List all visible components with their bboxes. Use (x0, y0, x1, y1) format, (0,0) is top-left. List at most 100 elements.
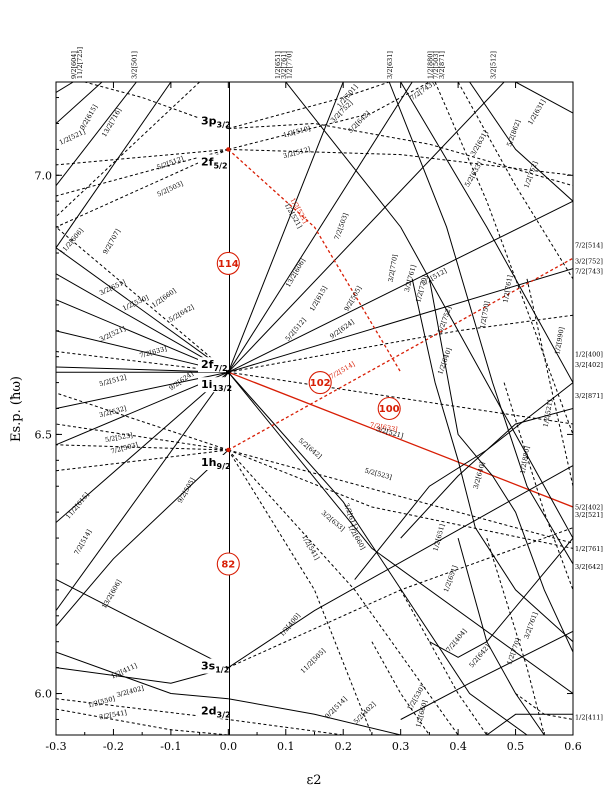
orbital-curve-10 (227, 82, 413, 373)
top-label-9: 3/2[871] (438, 51, 446, 79)
orbital-curve-1 (56, 273, 229, 373)
shell-gap-circle-3 (216, 552, 240, 576)
x-tick-label-9: 0.6 (564, 740, 582, 753)
orbital-curve-25 (56, 423, 229, 451)
orbital-curve-9 (228, 268, 573, 373)
level-label-sub-4: 9/2 (217, 462, 231, 471)
orbital-curve-64 (411, 278, 573, 643)
x-tick-label-8: 0.5 (507, 740, 525, 753)
level-label-sub-6: 3/2 (217, 711, 231, 720)
x-tick-label-2: -0.1 (160, 740, 181, 753)
x-tick-label-5: 0.2 (334, 740, 352, 753)
level-label-bg-5 (198, 658, 226, 674)
right-label-3: 1/2[400] (575, 351, 603, 359)
orbital-curve-14 (227, 371, 573, 694)
orbital-curve-71 (503, 382, 573, 591)
level-label-sub-1: 5/2 (213, 161, 227, 170)
x-tick-label-1: -0.2 (103, 740, 124, 753)
shell-gap-label-2: 100 (379, 404, 400, 415)
top-label-7: 1/2[880] (426, 51, 434, 79)
right-label-2: 7/2[743] (575, 268, 603, 276)
orbital-curve-48 (56, 651, 229, 700)
orbital-curve-46 (56, 579, 229, 669)
orbital-curve-60 (457, 82, 573, 280)
level-label-sub-5: 1/2 (215, 666, 229, 675)
level-dot-0 (226, 147, 231, 152)
orbital-curve-13 (228, 200, 573, 373)
right-label-9: 3/2[642] (575, 563, 603, 571)
top-label-3: 1/2[651] (274, 51, 282, 79)
orbital-curve-22 (227, 148, 402, 373)
orbital-curve-62 (400, 408, 573, 539)
top-label-4: 3/2[761] (280, 51, 288, 79)
x-tick-label-3: 0.0 (220, 740, 238, 753)
orbital-curve-8 (56, 371, 229, 611)
orbital-curve-44 (56, 82, 172, 249)
top-label-2: 3/2[501] (130, 51, 138, 79)
orbital-curve-47 (228, 465, 573, 669)
right-label-0: 7/2[514] (575, 242, 603, 250)
orbital-curve-56 (400, 82, 573, 383)
right-label-6: 5/2[402] (575, 504, 603, 512)
orbital-curve-67 (400, 630, 573, 720)
top-label-10: 3/2[512] (490, 51, 498, 79)
orbital-curve-74 (486, 713, 573, 735)
top-label-0: 9/2[604] (70, 51, 78, 79)
orbital-curve-24 (56, 392, 229, 451)
top-label-5: 1/2[770] (286, 51, 294, 79)
orbital-lines (56, 82, 573, 735)
x-tick-label-7: 0.4 (449, 740, 467, 753)
level-label-sub-0: 3/2 (217, 121, 231, 130)
shell-gap-label-1: 102 (310, 378, 331, 389)
shell-gap-label-3: 82 (221, 560, 235, 571)
orbital-curve-27 (56, 449, 229, 472)
orbital-curve-55 (388, 82, 573, 565)
level-dot-1 (226, 370, 231, 375)
top-label-8: 7/2[503] (432, 51, 440, 79)
orbital-curve-57 (469, 82, 573, 202)
orbital-curve-30 (227, 449, 459, 735)
orbital-curve-41 (56, 82, 74, 93)
x-tick-label-4: 0.1 (277, 740, 295, 753)
orbital-curve-36 (228, 148, 573, 176)
level-label-sub-3: 13/2 (212, 384, 232, 393)
level-label-bg-2 (198, 357, 226, 373)
shell-gap-circle-1 (308, 371, 332, 395)
level-dot-2 (226, 447, 231, 453)
right-label-7: 3/2[521] (575, 511, 603, 519)
right-label-5: 3/2[871] (575, 392, 603, 400)
level-label-bg-3 (198, 377, 226, 393)
orbital-curve-16 (56, 226, 229, 373)
orbital-curve-0 (56, 247, 229, 373)
orbital-curve-26 (56, 444, 229, 451)
y-tick-label-2: 7.0 (35, 169, 53, 182)
orbital-curve-49 (228, 698, 401, 735)
orbital-curve-20 (228, 371, 573, 508)
orbital-curve-33 (56, 148, 229, 166)
orbital-curve-68 (400, 589, 488, 735)
right-edge-labels: 7/2[514] 3/2[752] 7/2[743] 1/2[400] 3/2[402]… (575, 242, 603, 722)
top-label-6: 3/2[631] (386, 51, 394, 79)
axis-ticks: -0.3 -0.2 -0.1 0.0 0.1 0.2 0.3 0.4 0.5 0.6 6.0 6.5 7… (35, 82, 582, 753)
right-label-1: 3/2[752] (575, 257, 603, 265)
orbital-curve-40 (228, 122, 573, 187)
orbital-curve-61 (354, 382, 573, 580)
shell-gap-circle-0 (216, 251, 240, 275)
y-tick-label-1: 6.5 (35, 428, 53, 441)
x-tick-label-6: 0.3 (392, 740, 410, 753)
orbital-curve-7 (56, 371, 229, 523)
orbital-curve-11 (227, 82, 505, 373)
orbital-curve-42 (56, 82, 103, 124)
right-label-8: 1/2[761] (575, 545, 603, 553)
orbital-curve-63 (428, 278, 573, 653)
level-label-sub-2: 7/2 (213, 364, 227, 373)
level-label-bg-6 (198, 703, 226, 719)
orbital-curve-29 (228, 449, 573, 549)
level-label-bg-0 (198, 113, 226, 129)
right-label-4: 3/2[402] (575, 361, 603, 369)
level-label-bg-1 (198, 154, 226, 170)
orbital-curve-54 (285, 82, 573, 539)
orbital-curve-59 (434, 82, 573, 435)
